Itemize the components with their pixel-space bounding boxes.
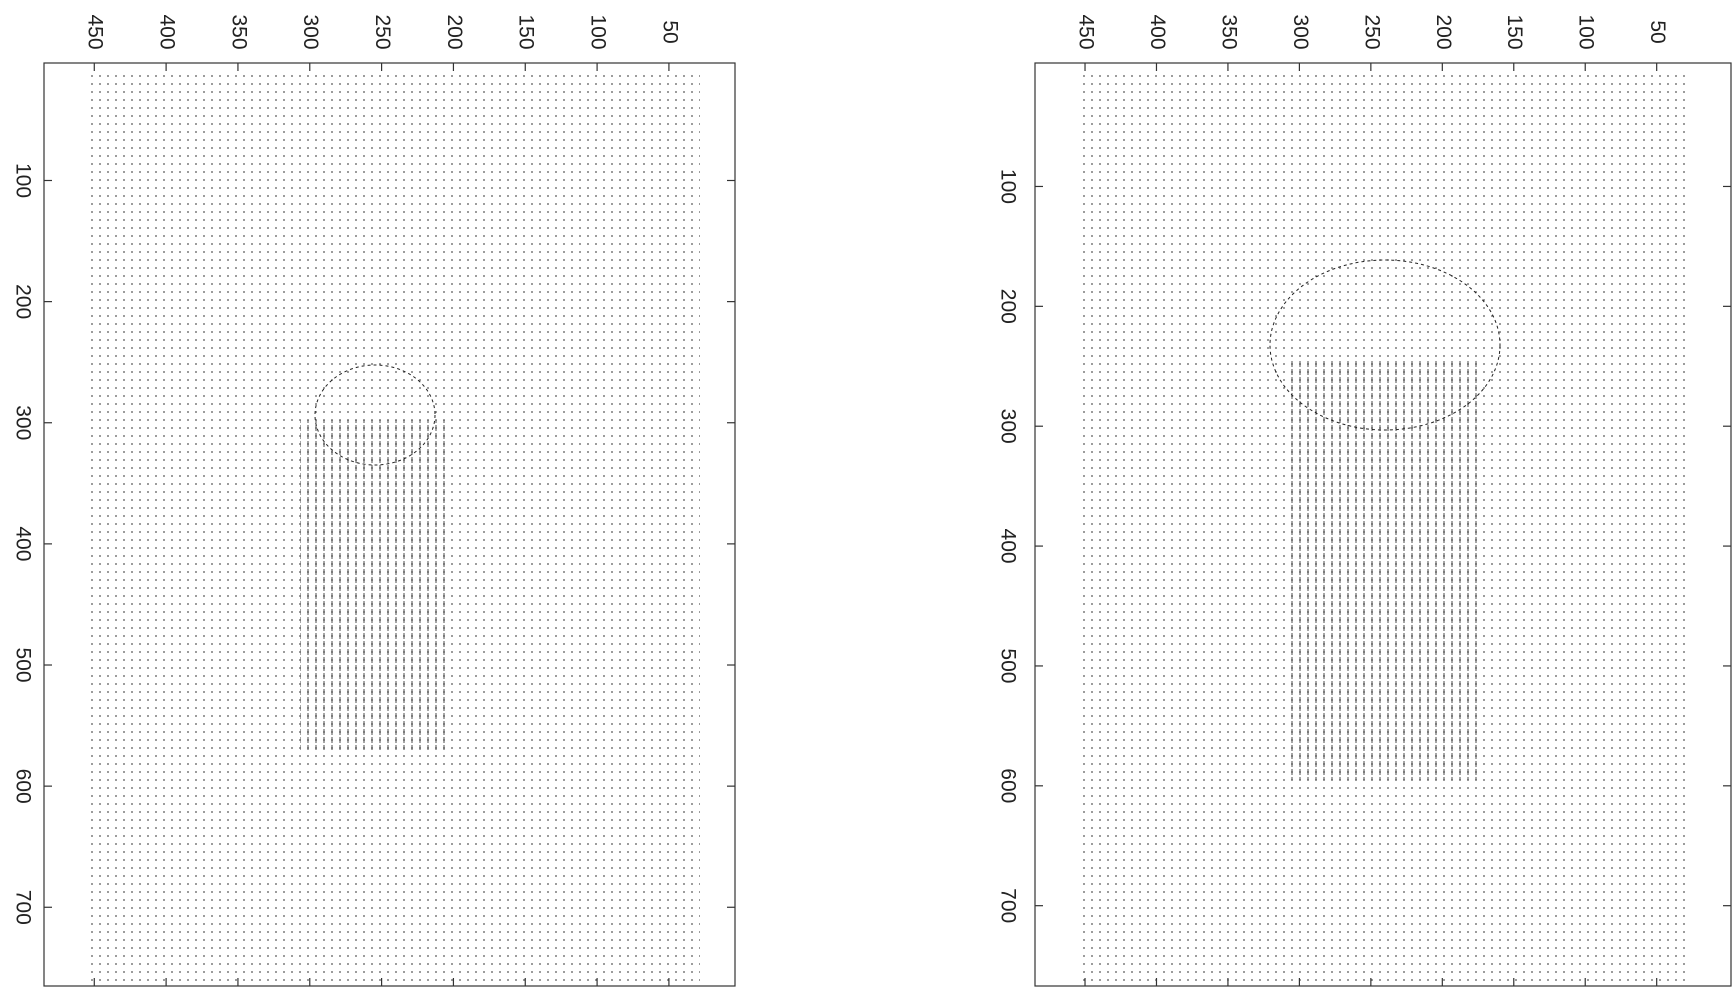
- y-tick-label: 400: [1146, 14, 1169, 49]
- y-tick-label: 450: [1074, 14, 1097, 49]
- y-tick-label: 100: [1575, 14, 1598, 49]
- x-tick-label: 600: [996, 768, 1019, 803]
- plume: [1290, 360, 1480, 780]
- x-tick-label: 700: [11, 890, 34, 925]
- plume-head: [1269, 259, 1501, 431]
- y-tick-label: 200: [443, 14, 466, 49]
- plot-frame: [43, 62, 736, 987]
- x-tick-label: 700: [996, 888, 1019, 923]
- y-tick-label: 250: [1360, 14, 1383, 49]
- x-tick-label: 300: [11, 405, 34, 440]
- y-tick-label: 400: [156, 14, 179, 49]
- y-tick-label: 250: [371, 14, 394, 49]
- y-tick-label: 350: [1217, 14, 1240, 49]
- x-tick-label: 600: [11, 769, 34, 804]
- y-tick-label: 350: [227, 14, 250, 49]
- y-tick-label: 50: [1646, 20, 1669, 43]
- y-tick-label: 200: [1432, 14, 1455, 49]
- plume: [300, 420, 450, 750]
- x-tick-label: 500: [11, 647, 34, 682]
- x-tick-label: 400: [11, 526, 34, 561]
- y-tick-label: 300: [1289, 14, 1312, 49]
- x-tick-label: 300: [996, 409, 1019, 444]
- x-tick-label: 200: [11, 284, 34, 319]
- x-tick-label: 100: [996, 169, 1019, 204]
- plot-frame: [1034, 62, 1732, 987]
- x-tick-label: 400: [996, 529, 1019, 564]
- y-tick-label: 50: [658, 20, 681, 43]
- y-tick-label: 150: [515, 14, 538, 49]
- y-tick-label: 150: [1503, 14, 1526, 49]
- plume-head: [314, 364, 436, 466]
- x-tick-label: 500: [996, 648, 1019, 683]
- y-tick-label: 300: [299, 14, 322, 49]
- x-tick-label: 100: [11, 163, 34, 198]
- x-tick-label: 200: [996, 289, 1019, 324]
- y-tick-label: 450: [84, 14, 107, 49]
- y-tick-label: 100: [587, 14, 610, 49]
